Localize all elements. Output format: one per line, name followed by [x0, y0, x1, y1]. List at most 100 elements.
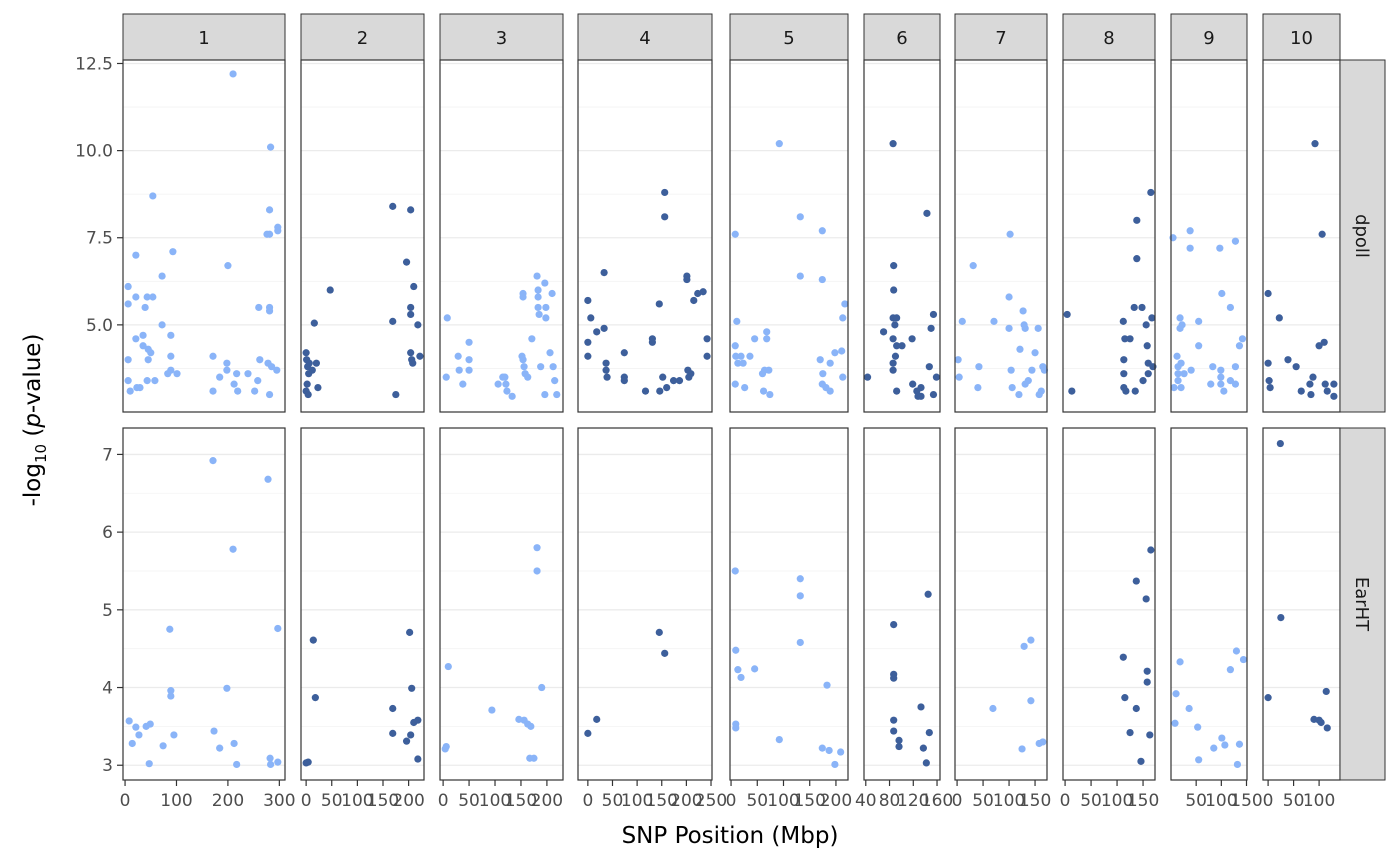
snp-point: [1330, 392, 1338, 400]
snp-point: [1218, 289, 1226, 298]
snp-point: [1239, 655, 1248, 664]
panel-bg: [730, 428, 848, 780]
snp-point: [1221, 741, 1229, 749]
snp-point: [389, 202, 397, 210]
snp-point: [230, 739, 238, 748]
snp-point: [302, 349, 310, 357]
snp-point: [831, 349, 839, 357]
x-tick-label: 50: [1283, 791, 1305, 811]
snp-point: [528, 335, 536, 343]
x-tick-label: 50: [746, 791, 768, 811]
y-tick-label: 10.0: [75, 142, 113, 162]
snp-point: [694, 289, 702, 298]
snp-point: [889, 335, 897, 343]
strip-label: 7: [995, 28, 1006, 49]
snp-point: [1174, 377, 1182, 385]
x-tick-label: 100: [479, 791, 511, 811]
snp-point: [223, 684, 231, 692]
snp-point: [1006, 230, 1014, 238]
snp-point: [1068, 387, 1076, 395]
snp-point: [584, 296, 592, 305]
snp-point: [1034, 324, 1042, 332]
snp-point: [274, 227, 282, 235]
row-strip-label: dpoll: [1351, 214, 1372, 258]
snp-point: [925, 729, 933, 737]
x-axis-title: SNP Position (Mbp): [622, 823, 839, 849]
panel-border: [577, 59, 713, 413]
snp-point: [1177, 359, 1185, 367]
snp-point: [1143, 342, 1151, 350]
snp-point: [527, 722, 535, 730]
snp-point: [975, 363, 983, 371]
snp-point: [124, 377, 132, 385]
snp-point: [1195, 756, 1203, 764]
x-tick-label: 160: [921, 791, 953, 811]
snp-point: [1317, 718, 1325, 727]
snp-point: [1209, 363, 1217, 371]
panel-border: [1170, 59, 1248, 413]
snp-point: [932, 373, 941, 381]
x-tick-label: 150: [1127, 791, 1159, 811]
snp-point: [265, 230, 274, 238]
snp-point: [274, 758, 282, 766]
y-axes: 5.0 7.5 10.0 12.5 dpoll 3 4 5 6 7 EarHT: [75, 54, 1386, 781]
snp-point: [923, 209, 931, 217]
snp-point: [1277, 613, 1285, 622]
snp-point: [1176, 314, 1184, 322]
snp-point: [124, 300, 132, 308]
x-tick-label: 120: [897, 791, 929, 811]
x-tick-label: 0: [301, 791, 312, 811]
x-tick-label: 250: [695, 791, 727, 811]
snp-point: [819, 370, 827, 378]
panel-border: [300, 427, 425, 781]
snp-point: [1231, 363, 1240, 371]
x-tick-label: 50: [1185, 791, 1207, 811]
snp-point: [1306, 380, 1314, 388]
strip-chr10: [1262, 13, 1341, 61]
snp-point: [304, 758, 312, 766]
snp-point: [442, 742, 450, 751]
snp-point: [1238, 335, 1247, 343]
snp-point: [837, 748, 845, 756]
snp-point: [408, 684, 416, 692]
snp-point: [224, 262, 232, 270]
snp-point: [1231, 237, 1240, 245]
snp-point: [1216, 244, 1224, 252]
snp-point: [126, 387, 134, 395]
x-tick-label: 150: [793, 791, 825, 811]
snp-point: [1133, 255, 1141, 263]
snp-point: [233, 760, 241, 769]
snp-point: [1147, 188, 1155, 197]
snp-point: [1226, 377, 1234, 385]
snp-point: [216, 744, 224, 752]
snp-point: [1186, 244, 1194, 252]
snp-point: [265, 206, 274, 214]
x-tick-label: 150: [505, 791, 537, 811]
snp-point: [1147, 546, 1155, 554]
snp-point: [407, 731, 415, 739]
snp-point: [542, 303, 550, 312]
x-tick-label: 100: [1101, 791, 1133, 811]
snp-point: [917, 703, 925, 711]
x-tick-label: 100: [621, 791, 653, 811]
snp-point: [535, 310, 543, 319]
strip-chr2: [300, 13, 425, 61]
snp-point: [1037, 387, 1045, 395]
snp-point: [216, 373, 224, 381]
snp-point: [392, 390, 400, 399]
snp-point: [746, 352, 754, 360]
snp-point: [823, 681, 831, 689]
y-tick-label: 5.0: [86, 316, 113, 336]
snp-point: [1194, 723, 1202, 731]
snp-point: [128, 739, 136, 748]
strip-label: 6: [896, 28, 907, 49]
snp-point: [955, 373, 963, 381]
snp-point: [139, 331, 147, 339]
snp-point: [969, 262, 977, 270]
strip-label: 1: [198, 28, 209, 49]
panel-border: [577, 427, 713, 781]
